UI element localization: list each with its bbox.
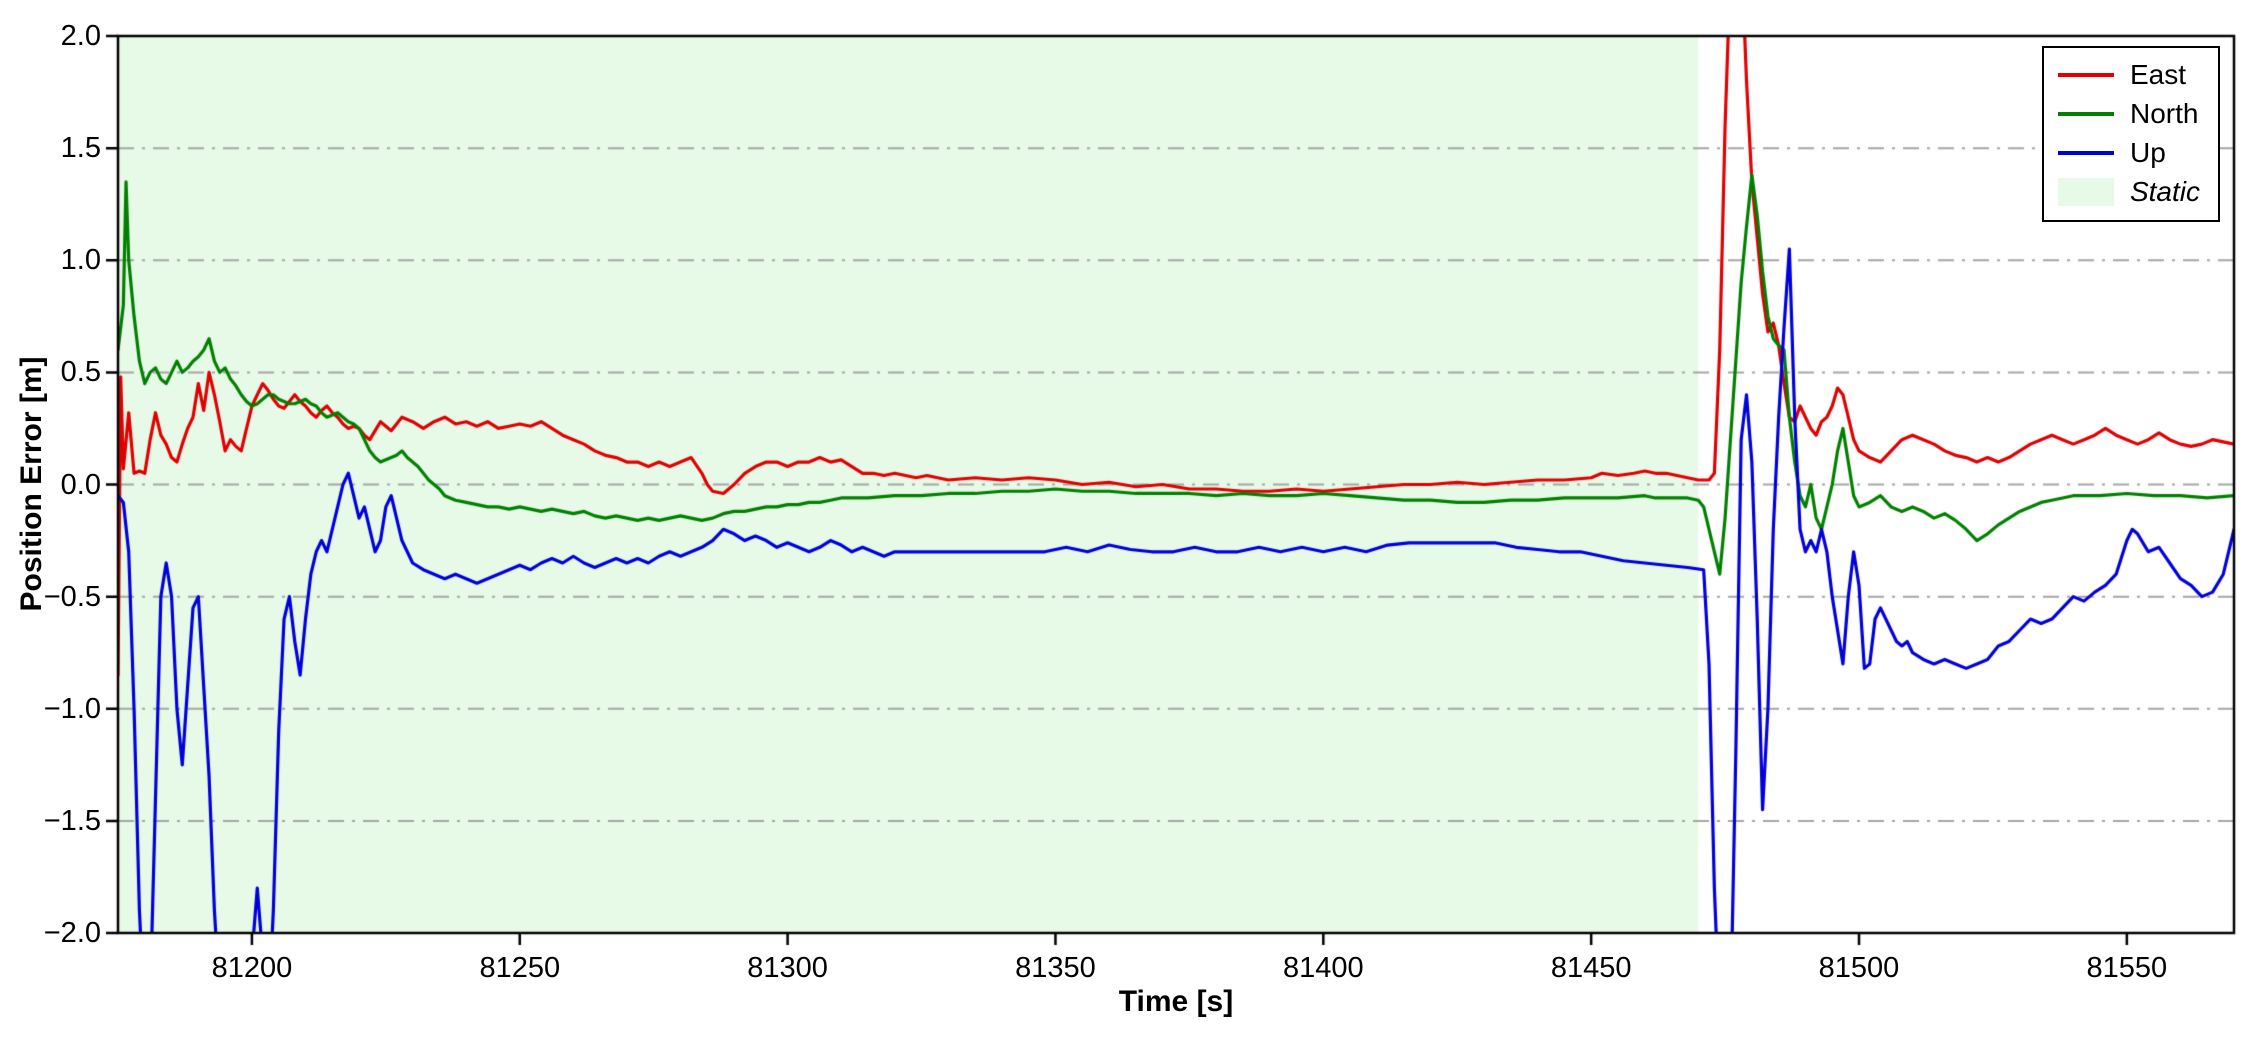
y-tick-label: 0.0: [60, 468, 101, 501]
legend-label-north: North: [2129, 97, 2199, 129]
legend-line-swatch-up: [2057, 150, 2114, 155]
y-tick-label: 2.0: [60, 20, 101, 52]
y-tick-label: 1.5: [60, 132, 101, 165]
y-tick-label: −2.0: [43, 917, 101, 949]
legend-item-static: Static: [2057, 173, 2200, 210]
x-tick-label: 81350: [1015, 952, 1096, 984]
legend-item-north: North: [2057, 95, 2200, 132]
x-axis-label: Time [s]: [1118, 985, 1234, 1018]
y-tick-label: −1.0: [43, 692, 101, 725]
legend-label-east: East: [2129, 58, 2186, 90]
legend-line-swatch-east: [2057, 72, 2114, 77]
y-tick-label: 0.5: [60, 356, 101, 389]
legend-item-east: East: [2057, 56, 2200, 93]
y-tick-label: −1.5: [43, 804, 101, 837]
x-tick-label: 81250: [479, 952, 561, 984]
legend-label-static: Static: [2129, 175, 2200, 207]
legend-patch-swatch-static: [2057, 177, 2114, 206]
y-tick-label: −0.5: [43, 580, 101, 613]
x-tick-label: 81400: [1282, 952, 1364, 984]
x-tick-label: 81300: [747, 952, 828, 984]
x-tick-label: 81500: [1818, 952, 1900, 984]
x-tick-label: 81550: [2086, 952, 2168, 984]
legend-item-up: Up: [2057, 134, 2200, 171]
y-tick-label: 1.0: [60, 244, 101, 277]
x-tick-label: 81200: [211, 952, 293, 984]
legend: East North Up Static: [2041, 46, 2220, 222]
x-tick-label: 81450: [1550, 952, 1632, 984]
legend-label-up: Up: [2129, 136, 2166, 168]
legend-line-swatch-north: [2057, 111, 2114, 116]
